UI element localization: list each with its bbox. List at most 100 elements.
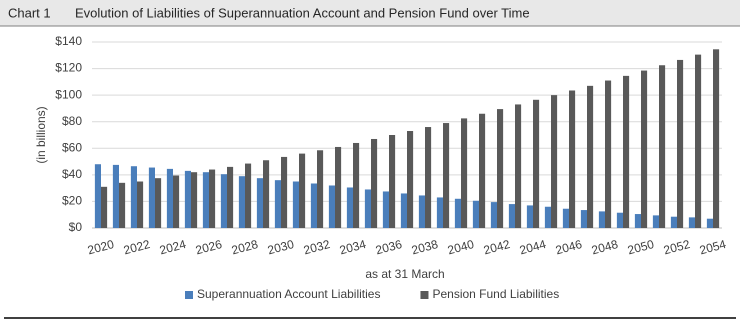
bar: [191, 172, 198, 228]
bar: [490, 202, 497, 228]
bar: [220, 174, 227, 228]
bar: [317, 150, 324, 228]
bar: [148, 167, 155, 228]
bar: [605, 80, 612, 229]
bar: [173, 175, 180, 228]
chart-label: Chart 1: [8, 5, 51, 20]
y-tick-label: $120: [55, 61, 82, 75]
bar: [497, 109, 504, 228]
bar: [310, 183, 317, 228]
bar: [256, 178, 263, 228]
bar: [641, 70, 648, 228]
bar: [245, 163, 252, 228]
x-tick-label: 2046: [554, 237, 584, 258]
bar: [292, 181, 299, 228]
bar: [166, 168, 173, 228]
bar: [101, 186, 108, 228]
bar: [371, 138, 378, 228]
y-tick-label: $0: [69, 220, 83, 234]
bar: [670, 216, 677, 228]
bar: [353, 142, 360, 228]
bar: [281, 156, 288, 228]
bar: [299, 153, 306, 228]
x-tick-label: 2054: [698, 237, 728, 258]
legend-swatch: [185, 291, 193, 299]
legend-label: Superannuation Account Liabilities: [197, 287, 380, 301]
x-tick-label: 2048: [590, 237, 620, 258]
bar: [184, 170, 191, 228]
bar: [706, 218, 713, 228]
bar: [389, 135, 396, 228]
bar: [515, 104, 522, 228]
bar: [659, 65, 666, 228]
x-tick-label: 2034: [338, 237, 368, 258]
bar: [713, 49, 720, 228]
bar: [526, 205, 533, 228]
bar: [418, 195, 425, 228]
title-band: [0, 0, 740, 26]
bar: [209, 169, 216, 228]
bar: [652, 215, 659, 228]
bar: [616, 212, 623, 228]
bar: [443, 123, 450, 228]
y-axis-title: (in billions): [34, 106, 48, 163]
x-tick-label: 2052: [662, 237, 692, 258]
x-tick-label: 2038: [410, 237, 440, 258]
bar: [335, 146, 342, 228]
bar: [346, 187, 353, 228]
bar: [598, 211, 605, 228]
bar: [508, 204, 515, 228]
x-tick-label: 2026: [194, 237, 224, 258]
bar: [695, 54, 702, 228]
x-tick-label: 2022: [122, 237, 152, 258]
bar: [688, 217, 695, 228]
bar: [569, 90, 576, 228]
chart-title: Evolution of Liabilities of Superannuati…: [75, 5, 530, 20]
x-axis-title: as at 31 March: [365, 267, 444, 281]
bar: [227, 166, 234, 228]
bar: [425, 127, 432, 228]
y-tick-label: $40: [62, 167, 82, 181]
bar: [472, 200, 479, 228]
bar: [407, 131, 414, 228]
bar: [274, 180, 281, 228]
x-tick-label: 2044: [518, 237, 548, 258]
bar: [137, 181, 144, 228]
legend-label: Pension Fund Liabilities: [432, 287, 559, 301]
x-tick-label: 2036: [374, 237, 404, 258]
bar: [551, 95, 558, 229]
y-tick-label: $100: [55, 87, 82, 101]
x-tick-label: 2028: [230, 237, 260, 258]
x-tick-label: 2024: [158, 237, 188, 258]
bar: [634, 214, 641, 228]
y-tick-label: $20: [62, 194, 82, 208]
bar: [364, 189, 371, 228]
bar: [202, 172, 209, 228]
bar: [580, 210, 587, 228]
bar: [130, 166, 137, 228]
bar: [112, 164, 119, 228]
bar: [328, 185, 335, 228]
y-tick-label: $60: [62, 140, 82, 154]
x-tick-label: 2050: [626, 237, 656, 258]
y-tick-label: $80: [62, 114, 82, 128]
bar: [382, 191, 389, 228]
bar: [436, 197, 443, 228]
bar: [587, 85, 594, 228]
x-tick-label: 2032: [302, 237, 332, 258]
x-tick-label: 2030: [266, 237, 296, 258]
x-tick-label: 2042: [482, 237, 512, 258]
bar: [119, 182, 126, 228]
y-tick-label: $140: [55, 34, 82, 48]
bar: [238, 176, 245, 228]
bar: [623, 75, 630, 228]
bar: [533, 99, 540, 229]
bar: [479, 113, 486, 228]
bar: [400, 193, 407, 228]
bar: [155, 178, 162, 228]
bar: [461, 118, 468, 228]
bar: [263, 160, 270, 228]
legend-swatch: [420, 291, 429, 299]
x-tick-label: 2020: [86, 237, 116, 258]
